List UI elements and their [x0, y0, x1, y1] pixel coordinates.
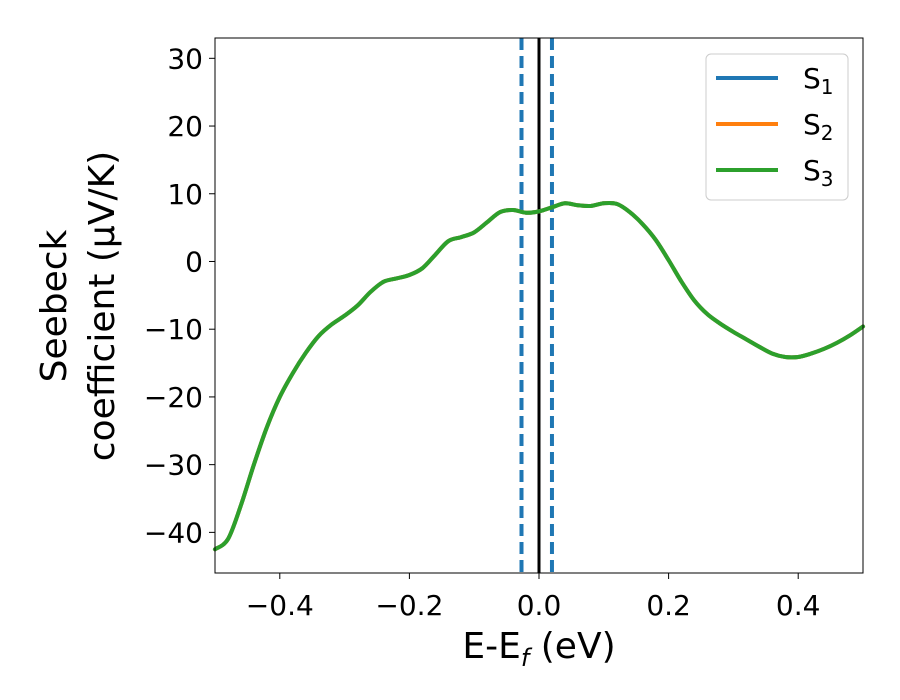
y-tick-label: 0 — [185, 245, 203, 278]
legend-box — [705, 53, 849, 201]
x-axis-ticks: −0.4 −0.2 0.0 0.2 0.4 — [246, 573, 821, 622]
y-axis-ticks: −40 −30 −20 −10 0 10 20 30 — [144, 42, 215, 549]
x-tick-label: −0.4 — [246, 589, 314, 622]
y-tick-label: −10 — [144, 313, 203, 346]
y-tick-label: −30 — [144, 449, 203, 482]
y-tick-label: 30 — [167, 42, 203, 75]
x-tick-label: 0.2 — [646, 589, 691, 622]
legend-label-s3: S3 — [803, 154, 834, 191]
y-tick-label: 20 — [167, 110, 203, 143]
y-tick-label: −20 — [144, 381, 203, 414]
vertical-reference-lines — [519, 38, 554, 573]
y-tick-label: −40 — [144, 516, 203, 549]
y-axis-title: Seebeck coefficient (μV/K) — [34, 151, 123, 461]
y-axis-title-line2: coefficient (μV/K) — [82, 151, 123, 461]
x-tick-label: 0.0 — [517, 589, 562, 622]
legend: S1 S2 S3 — [705, 53, 849, 201]
series-lines — [213, 200, 865, 552]
legend-label-s1: S1 — [803, 62, 834, 99]
y-tick-label: 10 — [167, 178, 203, 211]
series-line-s3 — [213, 200, 865, 552]
y-axis-title-line1: Seebeck — [34, 229, 75, 382]
x-tick-label: 0.4 — [776, 589, 821, 622]
x-tick-label: −0.2 — [375, 589, 443, 622]
legend-label-s2: S2 — [803, 108, 834, 145]
x-axis-title: E-Ef (eV) — [462, 626, 615, 672]
